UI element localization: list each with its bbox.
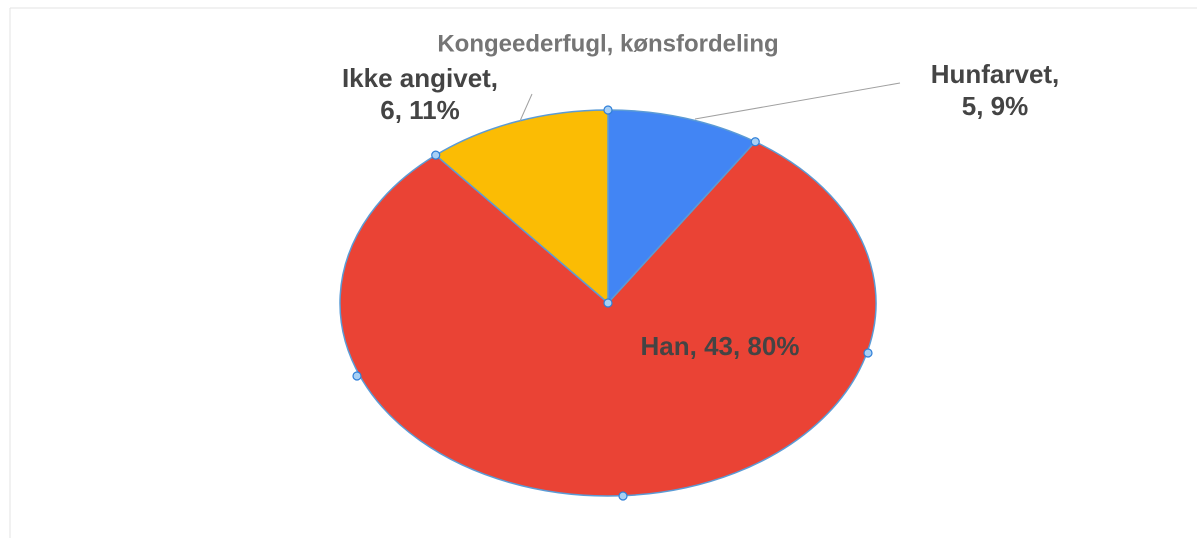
data-label: Hunfarvet,: [931, 59, 1060, 89]
data-label: 6, 11%: [380, 95, 460, 125]
chart-title: Kongeederfugl, kønsfordeling: [437, 30, 778, 57]
pie-slice: [434, 109, 609, 305]
selection-handle: [603, 298, 613, 308]
selection-handle: [750, 137, 760, 147]
data-label: 5, 9%: [962, 91, 1029, 121]
labels: Hunfarvet,5, 9% Han, 43, 80% Ikke angivet,…: [342, 59, 1059, 361]
leader-line: [694, 82, 901, 120]
data-label: Han, 43, 80%: [641, 331, 800, 361]
pie-slice: [607, 109, 757, 305]
selection-handle: [603, 105, 613, 115]
selection-handle: [863, 348, 873, 358]
slices: [339, 105, 877, 501]
selection-handle: [431, 150, 441, 160]
selection-handle: [618, 491, 628, 501]
selection-handle: [352, 371, 362, 381]
data-label: Ikke angivet,: [342, 63, 498, 93]
leader-line: [519, 93, 533, 122]
